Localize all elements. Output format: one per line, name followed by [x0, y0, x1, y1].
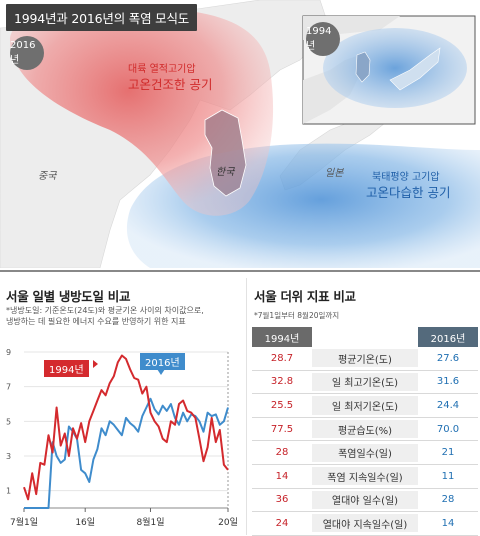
column-divider: [246, 278, 247, 535]
x-tick-label: 8월1일: [136, 516, 164, 528]
table-row: 25.5 일 최저기온(도) 24.4: [252, 394, 478, 418]
value-1994: 28: [275, 447, 289, 459]
value-2016: 21: [441, 447, 455, 459]
cooling-degree-chart: 1 3 5 7 9 7월1일 16일 8월1일 20일: [6, 348, 238, 528]
value-2016: 31.6: [436, 376, 460, 388]
value-1994: 28.7: [270, 352, 294, 364]
header-spacer: [312, 327, 418, 347]
continental-label-2: 고온건조한 공기: [128, 77, 213, 92]
table-note: *7월1일부터 8월20일까지: [254, 311, 340, 320]
row-label: 평균기온(도): [312, 349, 418, 368]
japan-label: 일본: [325, 168, 344, 179]
value-2016: 14: [441, 517, 455, 529]
y-tick-label: 3: [6, 452, 11, 461]
table-row: 77.5 평균습도(%) 70.0: [252, 418, 478, 442]
value-1994: 25.5: [270, 399, 294, 411]
table-row: 24 열대야 지속일수(일) 14: [252, 512, 478, 536]
value-1994: 32.8: [270, 376, 294, 388]
heat-index-table: 1994년 2016년 28.7 평균기온(도) 27.6 32.8 일 최고기온(도)…: [252, 327, 478, 536]
table-header: 1994년 2016년: [252, 327, 478, 347]
inset-pacific-high: [323, 28, 467, 108]
series-line-2016년: [24, 397, 229, 509]
row-label: 열대야 지속일수(일): [312, 514, 418, 533]
header-1994: 1994년: [252, 327, 312, 347]
y-tick-label: 9: [6, 348, 11, 357]
chart-section-title: 서울 일별 냉방도일 비교: [6, 289, 131, 304]
badge-1994: 1994년: [306, 22, 340, 56]
table-body: 28.7 평균기온(도) 27.6 32.8 일 최고기온(도) 31.6 25.5 일 최저…: [252, 347, 478, 536]
value-2016: 27.6: [436, 352, 460, 364]
y-tick-label: 7: [6, 383, 11, 392]
value-1994: 24: [275, 517, 289, 529]
row-label: 폭염일수(일): [312, 443, 418, 462]
table-section-title: 서울 더위 지표 비교: [254, 289, 356, 304]
map-title: 1994년과 2016년의 폭염 모식도: [6, 4, 198, 31]
table-row: 28 폭염일수(일) 21: [252, 441, 478, 465]
table-row: 32.8 일 최고기온(도) 31.6: [252, 371, 478, 395]
chart-note-line-1: *냉방도일: 기준온도(24도)와 평균기온 사이의 차이값으로,: [6, 306, 204, 315]
continental-label-1: 대륙 열적고기압: [128, 64, 196, 75]
table-row: 36 열대야 일수(일) 28: [252, 489, 478, 513]
china-label: 중국: [38, 171, 57, 182]
row-label: 평균습도(%): [312, 420, 418, 439]
pacific-label-2: 고온다습한 공기: [366, 185, 451, 200]
row-label: 열대야 일수(일): [312, 490, 418, 509]
x-tick-label: 20일: [218, 517, 238, 528]
value-2016: 11: [441, 470, 455, 482]
header-2016: 2016년: [418, 327, 478, 347]
value-1994: 14: [275, 470, 289, 482]
continental-high-area: [10, 7, 274, 216]
legend-1994: 1994년: [44, 360, 89, 377]
legend-2016-pointer: [157, 369, 165, 375]
badge-2016: 2016년: [10, 36, 44, 70]
value-2016: 24.4: [436, 399, 460, 411]
value-2016: 28: [441, 494, 455, 506]
korea-label: 한국: [216, 167, 235, 178]
map-graphic: [0, 0, 480, 268]
section-divider: [0, 270, 480, 272]
value-1994: 36: [275, 494, 289, 506]
row-label: 일 최저기온(도): [312, 396, 418, 415]
x-tick-label: 7월1일: [10, 516, 38, 528]
value-1994: 77.5: [270, 423, 294, 435]
chart-note-line-2: 냉방하는 데 필요한 에너지 수요를 반영하기 위한 지표: [6, 317, 186, 326]
series-line-1994년: [23, 354, 229, 501]
table-row: 28.7 평균기온(도) 27.6: [252, 347, 478, 371]
x-tick-label: 16일: [75, 517, 95, 528]
chart-note: *냉방도일: 기준온도(24도)와 평균기온 사이의 차이값으로, 냉방하는 데…: [6, 305, 246, 327]
table-row: 14 폭염 지속일수(일) 11: [252, 465, 478, 489]
y-tick-label: 5: [6, 417, 11, 426]
value-2016: 70.0: [436, 423, 460, 435]
row-label: 일 최고기온(도): [312, 372, 418, 391]
row-label: 폭염 지속일수(일): [312, 467, 418, 486]
legend-2016: 2016년: [140, 353, 185, 370]
legend-1994-pointer: [93, 360, 98, 368]
weather-map: 1994년과 2016년의 폭염 모식도 2016년 1994년 대륙 열적고기…: [0, 0, 480, 268]
pacific-label-1: 북태평양 고기압: [372, 172, 440, 183]
y-tick-label: 1: [6, 487, 11, 496]
